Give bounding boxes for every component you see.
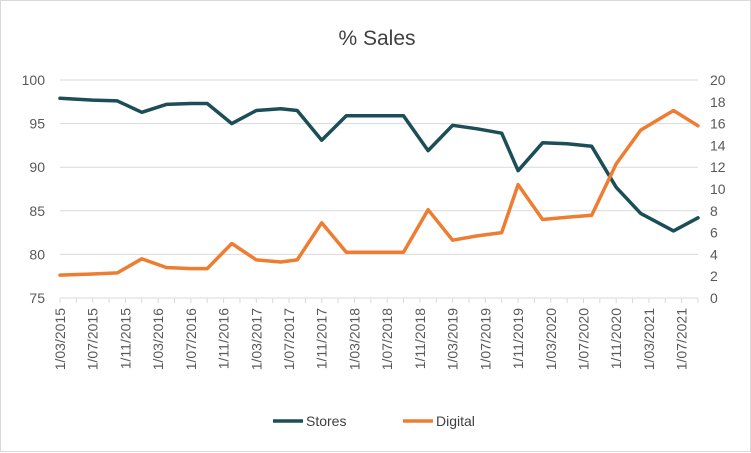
x-tick-label: 1/03/2021 <box>641 308 657 370</box>
y2-tick-label: 6 <box>710 225 718 241</box>
x-tick-label: 1/07/2019 <box>477 308 493 370</box>
legend-label-digital: Digital <box>436 413 475 429</box>
y2-tick-label: 18 <box>710 94 726 110</box>
x-tick-label: 1/07/2018 <box>379 308 395 370</box>
y2-tick-label: 12 <box>710 159 726 175</box>
y2-tick-label: 10 <box>710 181 726 197</box>
x-tick-label: 1/07/2015 <box>85 308 101 370</box>
x-tick-label: 1/11/2015 <box>117 308 133 369</box>
y2-tick-label: 8 <box>710 203 718 219</box>
x-tick-label: 1/03/2018 <box>346 308 362 370</box>
x-tick-label: 1/03/2019 <box>445 308 461 370</box>
x-tick-label: 1/07/2017 <box>281 308 297 370</box>
y2-tick-label: 0 <box>710 290 718 306</box>
x-tick-label: 1/07/2016 <box>183 308 199 370</box>
x-tick-label: 1/07/2020 <box>575 308 591 370</box>
y-tick-label: 90 <box>29 159 45 175</box>
x-tick-label: 1/11/2017 <box>314 308 330 369</box>
x-tick-label: 1/03/2020 <box>543 308 559 370</box>
series-lines <box>58 96 700 277</box>
x-tick-label: 1/11/2018 <box>412 308 428 369</box>
y2-tick-label: 14 <box>710 137 726 153</box>
x-tick-label: 1/07/2021 <box>674 308 690 370</box>
x-tick-label: 1/11/2016 <box>216 308 232 369</box>
axes: 75 80 85 90 95 100 0 2 4 6 8 10 12 14 16 18 20 1/03/2015 1… <box>22 72 726 370</box>
legend-label-stores: Stores <box>306 413 346 429</box>
series-line-stores <box>58 96 700 233</box>
series-line-digital <box>58 108 700 277</box>
y-tick-label: 95 <box>29 116 45 132</box>
y-tick-label: 75 <box>29 290 45 306</box>
y-tick-label: 80 <box>29 246 45 262</box>
chart-title: % Sales <box>338 27 415 50</box>
y2-tick-label: 4 <box>710 246 718 262</box>
x-tick-label: 1/03/2015 <box>52 308 68 370</box>
x-tick-label: 1/11/2019 <box>510 308 526 369</box>
x-tick-label: 1/11/2020 <box>608 308 624 369</box>
y2-tick-label: 2 <box>710 268 718 284</box>
y2-tick-label: 16 <box>710 116 726 132</box>
x-tick-label: 1/03/2017 <box>248 308 264 370</box>
x-tick-label: 1/03/2016 <box>150 308 166 370</box>
legend: Stores Digital <box>273 413 475 429</box>
y-tick-label: 100 <box>22 72 46 88</box>
y2-tick-label: 20 <box>710 72 726 88</box>
y-tick-label: 85 <box>29 203 45 219</box>
